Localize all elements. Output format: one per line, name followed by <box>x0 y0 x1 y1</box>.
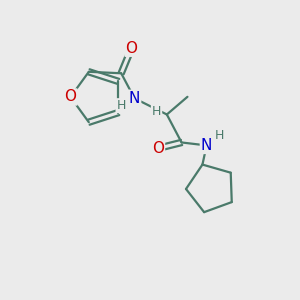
Text: H: H <box>116 99 126 112</box>
Text: N: N <box>129 91 140 106</box>
Text: H: H <box>152 105 161 118</box>
Text: O: O <box>125 41 137 56</box>
Text: H: H <box>214 129 224 142</box>
Text: N: N <box>201 138 212 153</box>
Text: O: O <box>152 141 164 156</box>
Text: O: O <box>64 89 76 104</box>
